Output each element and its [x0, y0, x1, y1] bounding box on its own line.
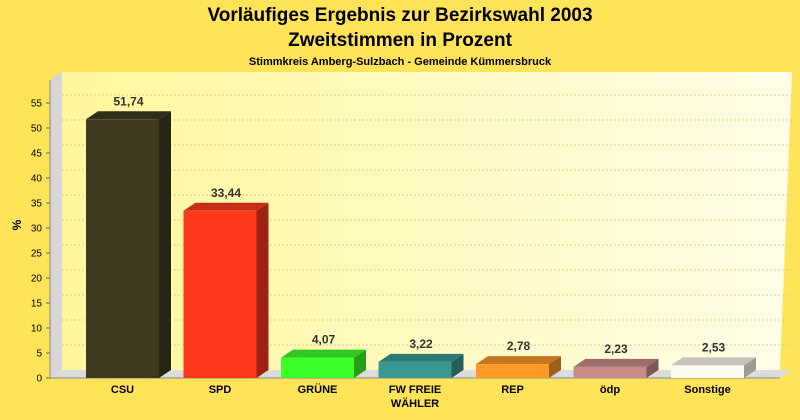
y-tick-labels: 0 5 10 15 20 25 30 35 40 45 50 55: [31, 99, 50, 385]
bar-front: [671, 365, 744, 378]
bar: [378, 353, 464, 378]
bar-top: [183, 202, 269, 211]
bar: [671, 357, 756, 378]
bar-side: [549, 356, 561, 378]
x-category-label: ödp: [600, 384, 620, 396]
x-category-label-line: FW FREIE: [389, 384, 442, 396]
y-tick-label: 20: [31, 274, 43, 285]
x-category-label-line: GRÜNE: [298, 383, 338, 396]
x-category-label: GRÜNE: [298, 383, 338, 396]
y-tick-label: 40: [31, 174, 43, 185]
y-tick-label: 15: [31, 299, 43, 310]
y-tick-label: 30: [31, 224, 43, 235]
bar-value-label: 2,53: [702, 340, 726, 354]
x-category-label-line: WÄHLER: [391, 397, 439, 410]
bar-front: [476, 364, 549, 378]
chart-subtitle: Stimmkreis Amberg-Sulzbach - Gemeinde Kü…: [249, 56, 552, 68]
bar-value-label: 2,78: [507, 339, 531, 353]
bar-front: [86, 119, 159, 379]
y-tick-label: 0: [36, 374, 42, 385]
plot-side-wall: [50, 72, 62, 378]
chart-title: Vorläufiges Ergebnis zur Bezirkswahl 200…: [207, 5, 592, 26]
bar-value-label: 4,07: [312, 333, 336, 347]
bar: [476, 356, 561, 378]
bar-front: [573, 366, 647, 378]
bar: [573, 358, 659, 378]
bar-value-label: 51,74: [113, 94, 143, 108]
y-tick-label: 50: [31, 124, 43, 135]
x-category-label: SPD: [209, 384, 232, 396]
bar-side: [451, 353, 464, 378]
y-tick-label: 25: [31, 249, 43, 260]
bars: 51,74 33,44 4,07 3,22 2,78 2,23 2,53: [86, 94, 756, 379]
x-category-label-line: REP: [501, 384, 524, 396]
bar-top: [281, 349, 366, 358]
bar-side: [744, 357, 756, 378]
bar: [281, 349, 366, 378]
bar-side: [256, 202, 269, 378]
bar-top: [573, 358, 659, 367]
bar-front: [281, 357, 354, 378]
x-category-label-line: ödp: [600, 384, 620, 396]
x-category-label: FW FREIE WÄHLER: [389, 384, 442, 410]
y-tick-label: 45: [31, 149, 43, 160]
x-category-label-line: Sonstige: [684, 384, 730, 396]
bar-top: [378, 353, 464, 362]
x-category-label: REP: [501, 384, 524, 396]
bar: [86, 111, 171, 379]
bar-top: [86, 111, 171, 120]
bar-front: [183, 210, 257, 378]
bar-top: [476, 356, 561, 365]
bar-side: [159, 111, 171, 379]
x-category-labels: CSU SPD GRÜNE FW FREIE WÄHLER REP ödp Sonstige: [111, 383, 731, 410]
y-tick-label: 5: [36, 349, 42, 360]
y-tick-label: 10: [31, 324, 43, 335]
bar-value-label: 33,44: [211, 186, 241, 200]
x-category-label: Sonstige: [684, 384, 730, 396]
y-tick-label: 55: [31, 99, 43, 110]
bar-value-label: 2,23: [604, 342, 628, 356]
bar-top: [671, 357, 756, 366]
x-category-label: CSU: [111, 384, 134, 396]
bar-side: [354, 349, 366, 378]
bar-front: [378, 361, 452, 378]
bar: [183, 202, 269, 378]
y-tick-label: 35: [31, 199, 43, 210]
y-axis-label: %: [10, 219, 24, 230]
x-category-label-line: CSU: [111, 384, 134, 396]
bar-value-label: 3,22: [409, 337, 433, 351]
x-category-label-line: SPD: [209, 384, 232, 396]
chart-title-line2: Zweitstimmen in Prozent: [288, 30, 512, 51]
bar-side: [646, 358, 659, 378]
